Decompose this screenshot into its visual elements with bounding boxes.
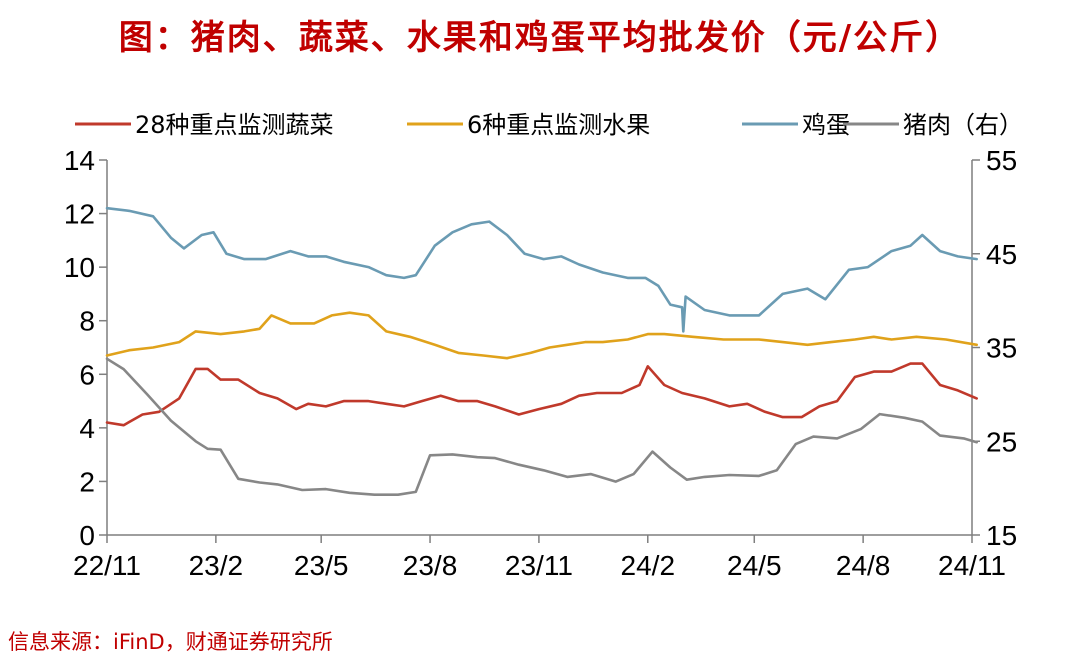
right-tick-label: 25: [986, 426, 1017, 457]
right-tick-label: 45: [986, 239, 1017, 270]
series-line-3: [105, 206, 979, 333]
legend-label: 鸡蛋: [802, 111, 850, 139]
legend-label: 猪肉（右）: [903, 111, 1023, 139]
left-tick-label: 14: [64, 145, 95, 176]
left-tick-label: 0: [79, 520, 95, 551]
legend: 28种重点监测蔬菜 6种重点监测水果 鸡蛋 猪肉（右）: [75, 111, 1023, 139]
left-tick-label: 4: [79, 413, 95, 444]
right-tick-label: 55: [986, 145, 1017, 176]
legend-label: 6种重点监测水果: [467, 111, 650, 139]
x-tick-label: 23/8: [403, 550, 458, 581]
right-tick-label: 15: [986, 520, 1017, 551]
left-tick-label: 6: [79, 359, 95, 390]
axes: 0 2 4 6 8 10 12 14 15 25 35 45 55 22/11 23/2 23/5 23/8 23…: [64, 145, 1017, 581]
x-tick-label: 23/11: [505, 550, 573, 581]
series-lines: [105, 206, 979, 497]
x-tick-label: 24/8: [836, 550, 891, 581]
page-title: 图：猪肉、蔬菜、水果和鸡蛋平均批发价（元/公斤）: [118, 18, 962, 58]
legend-label: 28种重点监测蔬菜: [135, 111, 334, 139]
x-tick-label: 22/11: [73, 550, 141, 581]
source-note: 信息来源：iFinD，财通证券研究所: [8, 630, 333, 654]
x-tick-label: 24/5: [727, 550, 782, 581]
series-line-4: [105, 357, 979, 497]
left-tick-label: 12: [64, 199, 95, 230]
series-line-2: [105, 311, 979, 360]
x-tick-label: 24/11: [938, 550, 1006, 581]
x-tick-label: 23/5: [294, 550, 349, 581]
left-tick-label: 2: [79, 466, 95, 497]
series-line-1: [105, 362, 979, 427]
left-tick-label: 10: [64, 252, 95, 283]
right-tick-label: 35: [986, 333, 1017, 364]
left-tick-label: 8: [79, 306, 95, 337]
x-tick-label: 24/2: [621, 550, 676, 581]
x-tick-label: 23/2: [189, 550, 244, 581]
